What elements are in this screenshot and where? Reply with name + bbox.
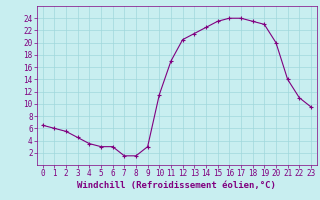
X-axis label: Windchill (Refroidissement éolien,°C): Windchill (Refroidissement éolien,°C) (77, 181, 276, 190)
